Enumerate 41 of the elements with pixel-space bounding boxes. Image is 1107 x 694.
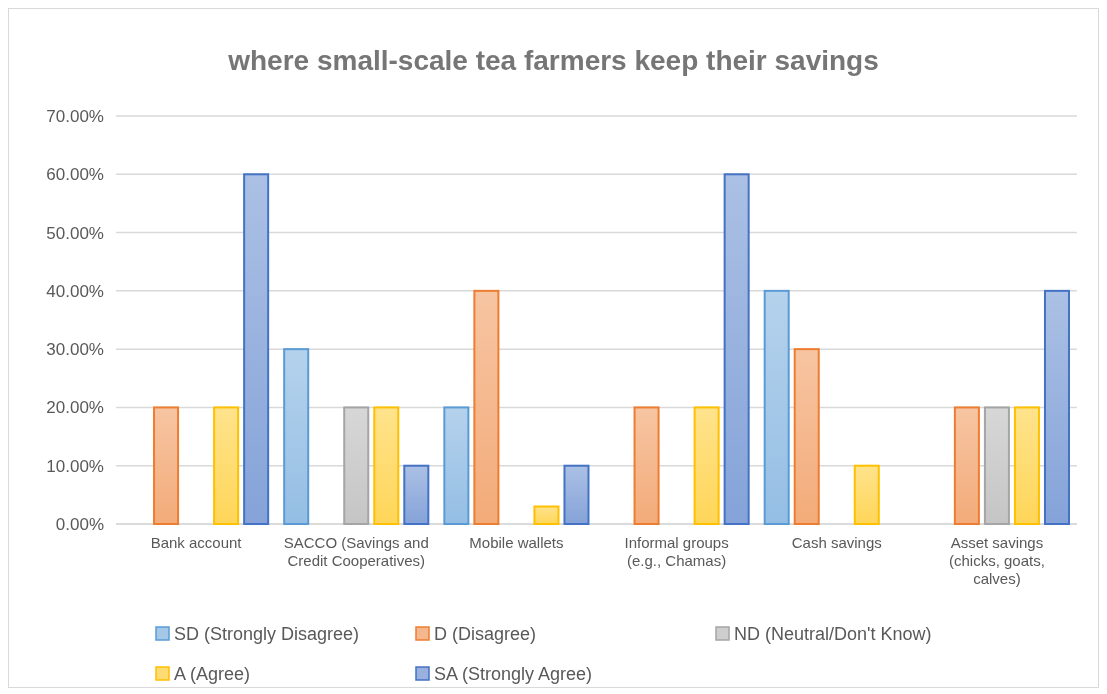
y-tick-label: 50.00% bbox=[46, 223, 104, 243]
bar bbox=[723, 173, 750, 525]
bar bbox=[633, 406, 660, 525]
bar bbox=[343, 406, 370, 525]
chart-title: where small-scale tea farmers keep their savings bbox=[227, 45, 879, 76]
x-tick-label: SACCO (Savings and Credit Cooperatives) bbox=[283, 534, 429, 569]
bar bbox=[1043, 289, 1070, 525]
bar bbox=[953, 406, 980, 525]
bar bbox=[533, 505, 560, 525]
y-tick-label: 40.00% bbox=[46, 281, 104, 301]
bar bbox=[853, 464, 880, 525]
x-tick-label: Cash savings bbox=[791, 534, 882, 551]
bar bbox=[693, 406, 720, 525]
x-tick-label: Asset savings (chicks, goats, calves) bbox=[948, 534, 1045, 587]
bar bbox=[763, 289, 790, 525]
y-tick-label: 30.00% bbox=[46, 340, 104, 360]
x-tick-label: Bank account bbox=[150, 534, 243, 551]
y-tick-label: 70.00% bbox=[46, 106, 104, 126]
legend-label: D (Disagree) bbox=[434, 624, 537, 645]
bar bbox=[243, 173, 270, 525]
y-tick-label: 10.00% bbox=[46, 456, 104, 476]
bar bbox=[283, 348, 310, 525]
legend-label: SA (Strongly Agree) bbox=[434, 664, 593, 685]
bar bbox=[373, 406, 400, 525]
legend-label: A (Agree) bbox=[174, 664, 251, 685]
bar bbox=[153, 406, 180, 525]
legend-label: ND (Neutral/Don't Know) bbox=[734, 624, 932, 645]
y-tick-label: 20.00% bbox=[46, 398, 104, 418]
bar bbox=[983, 406, 1010, 525]
bar bbox=[403, 464, 430, 525]
bar bbox=[213, 406, 240, 525]
x-tick-label: Informal groups (e.g., Chamas) bbox=[624, 534, 729, 569]
bar bbox=[563, 464, 590, 525]
x-tick-label: Mobile wallets bbox=[469, 534, 564, 551]
bar bbox=[443, 406, 470, 525]
legend-label: SD (Strongly Disagree) bbox=[174, 624, 360, 645]
y-tick-label: 60.00% bbox=[46, 165, 104, 185]
bar bbox=[473, 289, 500, 525]
bar bbox=[1013, 406, 1040, 525]
y-tick-label: 0.00% bbox=[55, 514, 104, 534]
bar bbox=[793, 348, 820, 525]
